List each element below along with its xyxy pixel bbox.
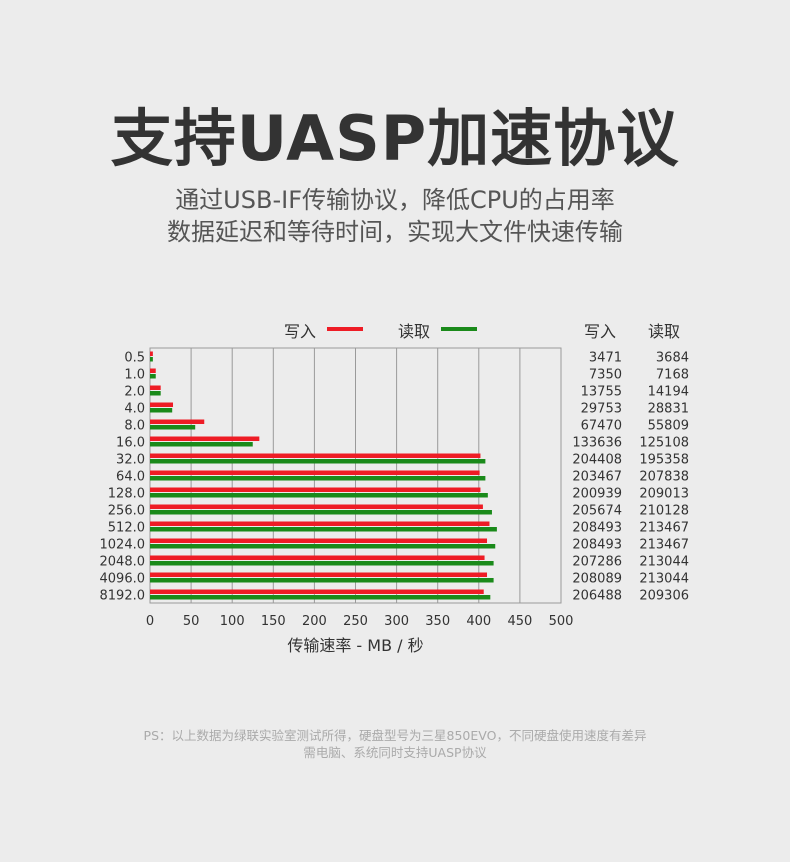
y-tick-label: 1024.0: [100, 538, 146, 553]
y-tick-label: 128.0: [108, 487, 145, 502]
table-cell-read: 7168: [656, 368, 689, 383]
legend-swatch-write: [327, 327, 363, 331]
bar-read: [150, 425, 196, 430]
bar-read: [150, 374, 156, 379]
x-tick-label: 350: [425, 614, 450, 629]
footnote-line-2: 需电脑、系统同时支持UASP协议: [303, 745, 487, 760]
bar-read: [150, 408, 173, 413]
table-cell-read: 213467: [639, 538, 689, 553]
table-cell-write: 205674: [572, 504, 622, 519]
y-tick-label: 0.5: [124, 351, 145, 366]
table-cell-write: 67470: [581, 419, 622, 434]
bar-write: [150, 504, 483, 509]
bar-read: [150, 357, 153, 362]
table-cell-write: 204408: [572, 453, 622, 468]
y-tick-label: 16.0: [116, 436, 145, 451]
bar-write: [150, 368, 156, 373]
subtitle-line-1: 通过USB-IF传输协议，降低CPU的占用率: [175, 186, 615, 214]
table-cell-write: 206488: [572, 589, 622, 604]
y-tick-label: 8.0: [124, 419, 145, 434]
x-tick-label: 100: [220, 614, 245, 629]
table-cell-read: 195358: [639, 453, 689, 468]
y-tick-label: 4096.0: [100, 572, 146, 587]
y-tick-label: 4.0: [124, 402, 145, 417]
table-cell-read: 210128: [639, 504, 689, 519]
y-tick-label: 512.0: [108, 521, 145, 536]
legend-label-read: 读取: [398, 322, 430, 341]
table-cell-write: 208493: [572, 521, 622, 536]
x-tick-label: 200: [302, 614, 327, 629]
bar-write: [150, 589, 484, 594]
table-cell-write: 207286: [572, 555, 622, 570]
table-cell-read: 213044: [639, 572, 689, 587]
table-cell-write: 208493: [572, 538, 622, 553]
bar-read: [150, 493, 488, 498]
table-header-write: 写入: [584, 322, 616, 341]
x-tick-label: 0: [146, 614, 154, 629]
bar-write: [150, 572, 488, 577]
y-tick-label: 2048.0: [100, 555, 146, 570]
bar-write: [150, 487, 481, 492]
legend-swatch-read: [441, 327, 477, 331]
bar-read: [150, 527, 497, 532]
bar-write: [150, 402, 174, 407]
table-cell-read: 125108: [639, 436, 689, 451]
footnote-line-1: PS：以上数据为绿联实验室测试所得，硬盘型号为三星850EVO，不同硬盘使用速度…: [143, 728, 647, 743]
bar-read: [150, 544, 496, 549]
table-cell-read: 209306: [639, 589, 689, 604]
table-cell-write: 3471: [589, 351, 622, 366]
x-tick-label: 250: [343, 614, 368, 629]
subtitle-line-2: 数据延迟和等待时间，实现大文件快速传输: [167, 218, 623, 246]
y-tick-label: 1.0: [124, 368, 145, 383]
y-tick-label: 8192.0: [100, 589, 146, 604]
bar-read: [150, 442, 253, 447]
bar-write: [150, 453, 481, 458]
bar-read: [150, 476, 486, 481]
table-cell-read: 209013: [639, 487, 689, 502]
x-tick-label: 400: [466, 614, 491, 629]
table-cell-read: 55809: [648, 419, 689, 434]
page-title: 支持UASP加速协议: [110, 102, 680, 175]
table-cell-read: 213467: [639, 521, 689, 536]
table-cell-read: 14194: [648, 385, 689, 400]
table-cell-write: 203467: [572, 470, 622, 485]
bar-read: [150, 391, 161, 396]
table-cell-write: 7350: [589, 368, 622, 383]
y-tick-label: 256.0: [108, 504, 145, 519]
y-tick-label: 64.0: [116, 470, 145, 485]
table-header-read: 读取: [648, 322, 680, 341]
bar-read: [150, 595, 491, 600]
bar-write: [150, 419, 205, 424]
table-cell-read: 3684: [656, 351, 689, 366]
x-tick-label: 50: [183, 614, 200, 629]
bar-read: [150, 578, 494, 583]
bar-write: [150, 436, 260, 441]
x-tick-label: 500: [549, 614, 574, 629]
bar-write: [150, 538, 488, 543]
table-cell-write: 13755: [581, 385, 622, 400]
table-cell-read: 28831: [648, 402, 689, 417]
y-tick-label: 32.0: [116, 453, 145, 468]
bar-read: [150, 459, 486, 464]
x-tick-label: 300: [384, 614, 409, 629]
x-tick-label: 450: [507, 614, 532, 629]
bar-write: [150, 470, 480, 475]
table-cell-write: 29753: [581, 402, 622, 417]
y-tick-label: 2.0: [124, 385, 145, 400]
bar-write: [150, 351, 153, 356]
legend-label-write: 写入: [284, 322, 316, 341]
table-cell-write: 133636: [572, 436, 622, 451]
bar-read: [150, 561, 494, 566]
x-tick-label: 150: [261, 614, 286, 629]
bar-read: [150, 510, 492, 515]
bar-write: [150, 555, 485, 560]
bar-write: [150, 521, 490, 526]
x-axis-label: 传输速率 - MB / 秒: [287, 636, 423, 655]
bar-write: [150, 385, 161, 390]
table-cell-write: 208089: [572, 572, 622, 587]
table-cell-write: 200939: [572, 487, 622, 502]
table-cell-read: 213044: [639, 555, 689, 570]
table-cell-read: 207838: [639, 470, 689, 485]
